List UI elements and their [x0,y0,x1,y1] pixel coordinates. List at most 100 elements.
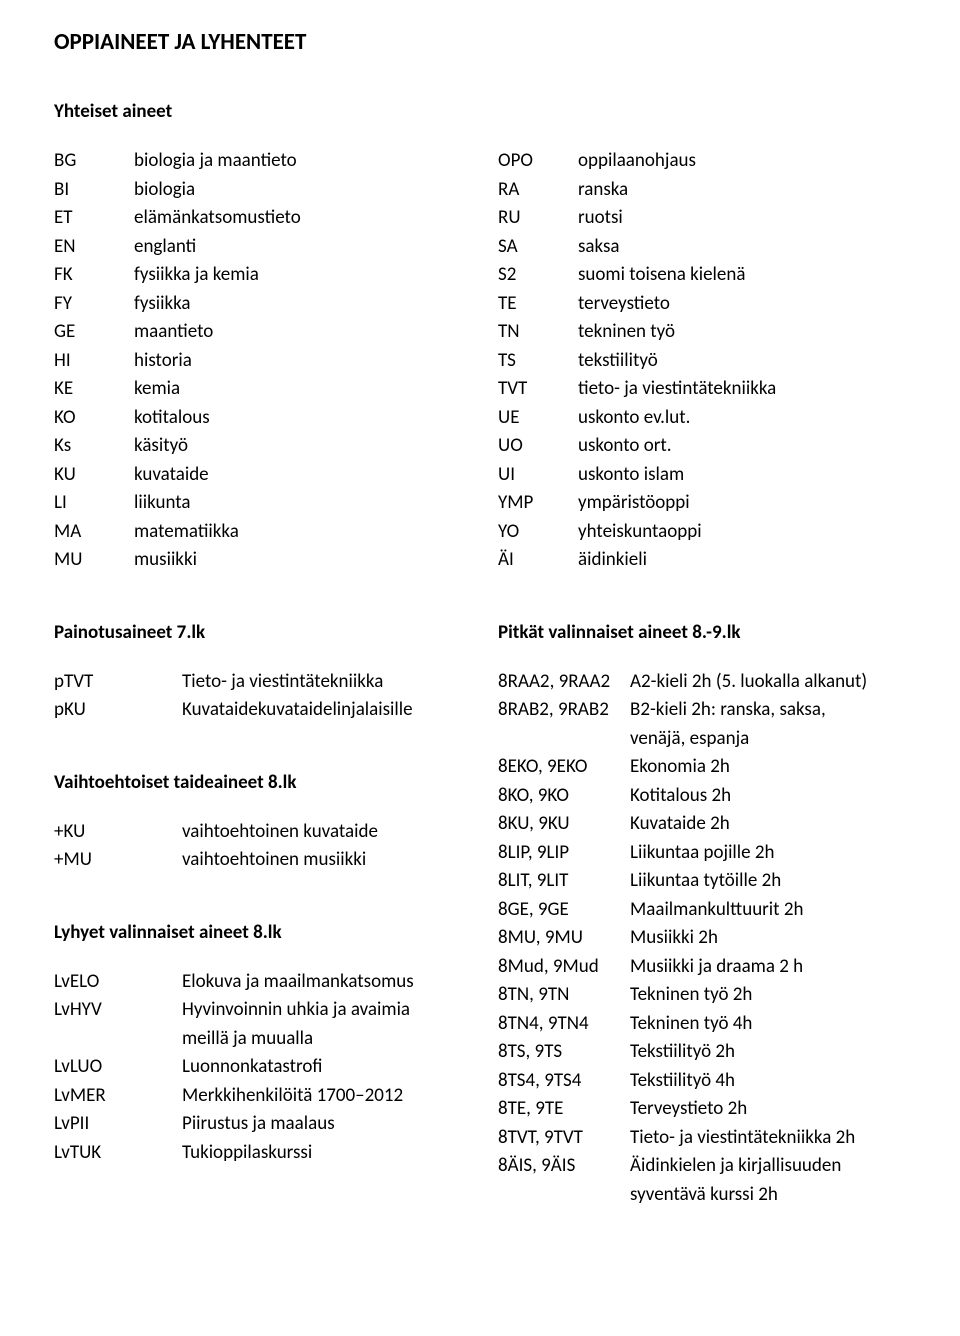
abbr-row: BIbiologia [54,176,468,205]
abbr-row: S2suomi toisena kielenä [498,261,912,290]
abbr-row: UIuskonto islam [498,461,912,490]
pair-row: LvELOElokuva ja maailmankatsomus [54,968,468,997]
pair-row: LvLUOLuonnonkatastrofi [54,1053,468,1082]
pair-label: Musiikki 2h [630,924,912,953]
pair-label: Musiikki ja draama 2 h [630,953,912,982]
abbr-left-column: BGbiologia ja maantietoBIbiologiaETelämä… [54,147,468,575]
pair-label: Tieto- ja viestintätekniikka 2h [630,1124,912,1153]
abbr-label: kuvataide [134,461,468,490]
page-title: OPPIAINEET JA LYHENTEET [54,28,912,56]
abbr-label: terveystieto [578,290,912,319]
pair-label: Tekstiilityö 4h [630,1067,912,1096]
abbr-label: ympäristöoppi [578,489,912,518]
pair-label: vaihtoehtoinen kuvataide [182,818,468,847]
pair-row: LvTUKTukioppilaskurssi [54,1139,468,1168]
pair-row: 8LIP, 9LIPLiikuntaa pojille 2h [498,839,912,868]
abbr-label: suomi toisena kielenä [578,261,912,290]
abbr-row: UEuskonto ev.lut. [498,404,912,433]
abbr-label: fysiikka [134,290,468,319]
continuation-row: syventävä kurssi 2h [498,1181,912,1210]
pair-code: 8LIP, 9LIP [498,839,630,868]
abbr-row: ÄIäidinkieli [498,546,912,575]
section-heading: Lyhyet valinnaiset aineet 8.lk [54,921,468,944]
abbr-label: englanti [134,233,468,262]
pair-row: 8Mud, 9MudMusiikki ja draama 2 h [498,953,912,982]
abbr-row: LIliikunta [54,489,468,518]
pair-code: 8Mud, 9Mud [498,953,630,982]
abbr-code: HI [54,347,134,376]
abbr-row: BGbiologia ja maantieto [54,147,468,176]
abbr-row: TNtekninen työ [498,318,912,347]
abbr-label: matematiikka [134,518,468,547]
pair-code: 8RAB2, 9RAB2 [498,696,630,725]
abbr-label: liikunta [134,489,468,518]
pair-code: 8TVT, 9TVT [498,1124,630,1153]
pair-row: 8TS4, 9TS4Tekstiilityö 4h [498,1067,912,1096]
abbr-row: KUkuvataide [54,461,468,490]
abbr-label: saksa [578,233,912,262]
lower-columns: Painotusaineet 7.lkpTVTTieto- ja viestin… [54,621,912,1210]
continuation-row: venäjä, espanja [498,725,912,754]
pair-row: 8TVT, 9TVTTieto- ja viestintätekniikka 2… [498,1124,912,1153]
pair-row: LvHYVHyvinvoinnin uhkia ja avaimia [54,996,468,1025]
abbr-label: tekninen työ [578,318,912,347]
pair-code: 8TE, 9TE [498,1095,630,1124]
abbr-code: YO [498,518,578,547]
abbr-label: yhteiskuntaoppi [578,518,912,547]
section-heading: Painotusaineet 7.lk [54,621,468,644]
pair-code: LvHYV [54,996,182,1025]
abbr-row: YMPympäristöoppi [498,489,912,518]
pair-row: pTVTTieto- ja viestintätekniikka [54,668,468,697]
pair-label: Tekstiilityö 2h [630,1038,912,1067]
abbr-row: FKfysiikka ja kemia [54,261,468,290]
pair-code: LvMER [54,1082,182,1111]
abbr-label: ranska [578,176,912,205]
abbr-label: tieto- ja viestintätekniikka [578,375,912,404]
abbr-row: Kskäsityö [54,432,468,461]
abbr-right-column: OPOoppilaanohjausRAranskaRUruotsiSAsaksa… [498,147,912,575]
pair-code: 8MU, 9MU [498,924,630,953]
abbr-label: elämänkatsomustieto [134,204,468,233]
abbr-code: FY [54,290,134,319]
abbr-row: OPOoppilaanohjaus [498,147,912,176]
pair-label: Kotitalous 2h [630,782,912,811]
pair-label: Liikuntaa pojille 2h [630,839,912,868]
pair-row: 8GE, 9GEMaailmankulttuurit 2h [498,896,912,925]
section-heading: Pitkät valinnaiset aineet 8.-9.lk [498,621,912,644]
abbr-row: ETelämänkatsomustieto [54,204,468,233]
abbr-code: UE [498,404,578,433]
pair-label: Kuvataidekuvataidelinjalaisille [182,696,468,725]
pair-code: 8EKO, 9EKO [498,753,630,782]
pair-code: +MU [54,846,182,875]
pair-row: 8ÄIS, 9ÄISÄidinkielen ja kirjallisuuden [498,1152,912,1181]
abbr-code: LI [54,489,134,518]
pair-row: +KUvaihtoehtoinen kuvataide [54,818,468,847]
abbr-row: TStekstiilityö [498,347,912,376]
abbr-row: SAsaksa [498,233,912,262]
abbr-code: RA [498,176,578,205]
pair-row: 8LIT, 9LITLiikuntaa tytöille 2h [498,867,912,896]
abbr-label: biologia ja maantieto [134,147,468,176]
pair-label: Kuvataide 2h [630,810,912,839]
abbr-row: KEkemia [54,375,468,404]
abbr-label: historia [134,347,468,376]
abbr-code: KO [54,404,134,433]
pair-label: Äidinkielen ja kirjallisuuden [630,1152,912,1181]
pair-row: 8TE, 9TETerveystieto 2h [498,1095,912,1124]
pair-code: 8KO, 9KO [498,782,630,811]
pair-code: pTVT [54,668,182,697]
abbr-row: RUruotsi [498,204,912,233]
pair-label: Elokuva ja maailmankatsomus [182,968,468,997]
abbr-row: FYfysiikka [54,290,468,319]
pair-label: B2-kieli 2h: ranska, saksa, [630,696,912,725]
pair-label: Merkkihenkilöitä 1700–2012 [182,1082,468,1111]
abbr-code: MU [54,546,134,575]
pair-code: LvLUO [54,1053,182,1082]
pair-row: 8MU, 9MUMusiikki 2h [498,924,912,953]
pair-code: +KU [54,818,182,847]
pair-code: LvTUK [54,1139,182,1168]
continuation-row: meillä ja muualla [54,1025,468,1054]
pair-label: A2-kieli 2h (5. luokalla alkanut) [630,668,912,697]
pair-code: 8RAA2, 9RAA2 [498,668,630,697]
pair-row: LvMERMerkkihenkilöitä 1700–2012 [54,1082,468,1111]
